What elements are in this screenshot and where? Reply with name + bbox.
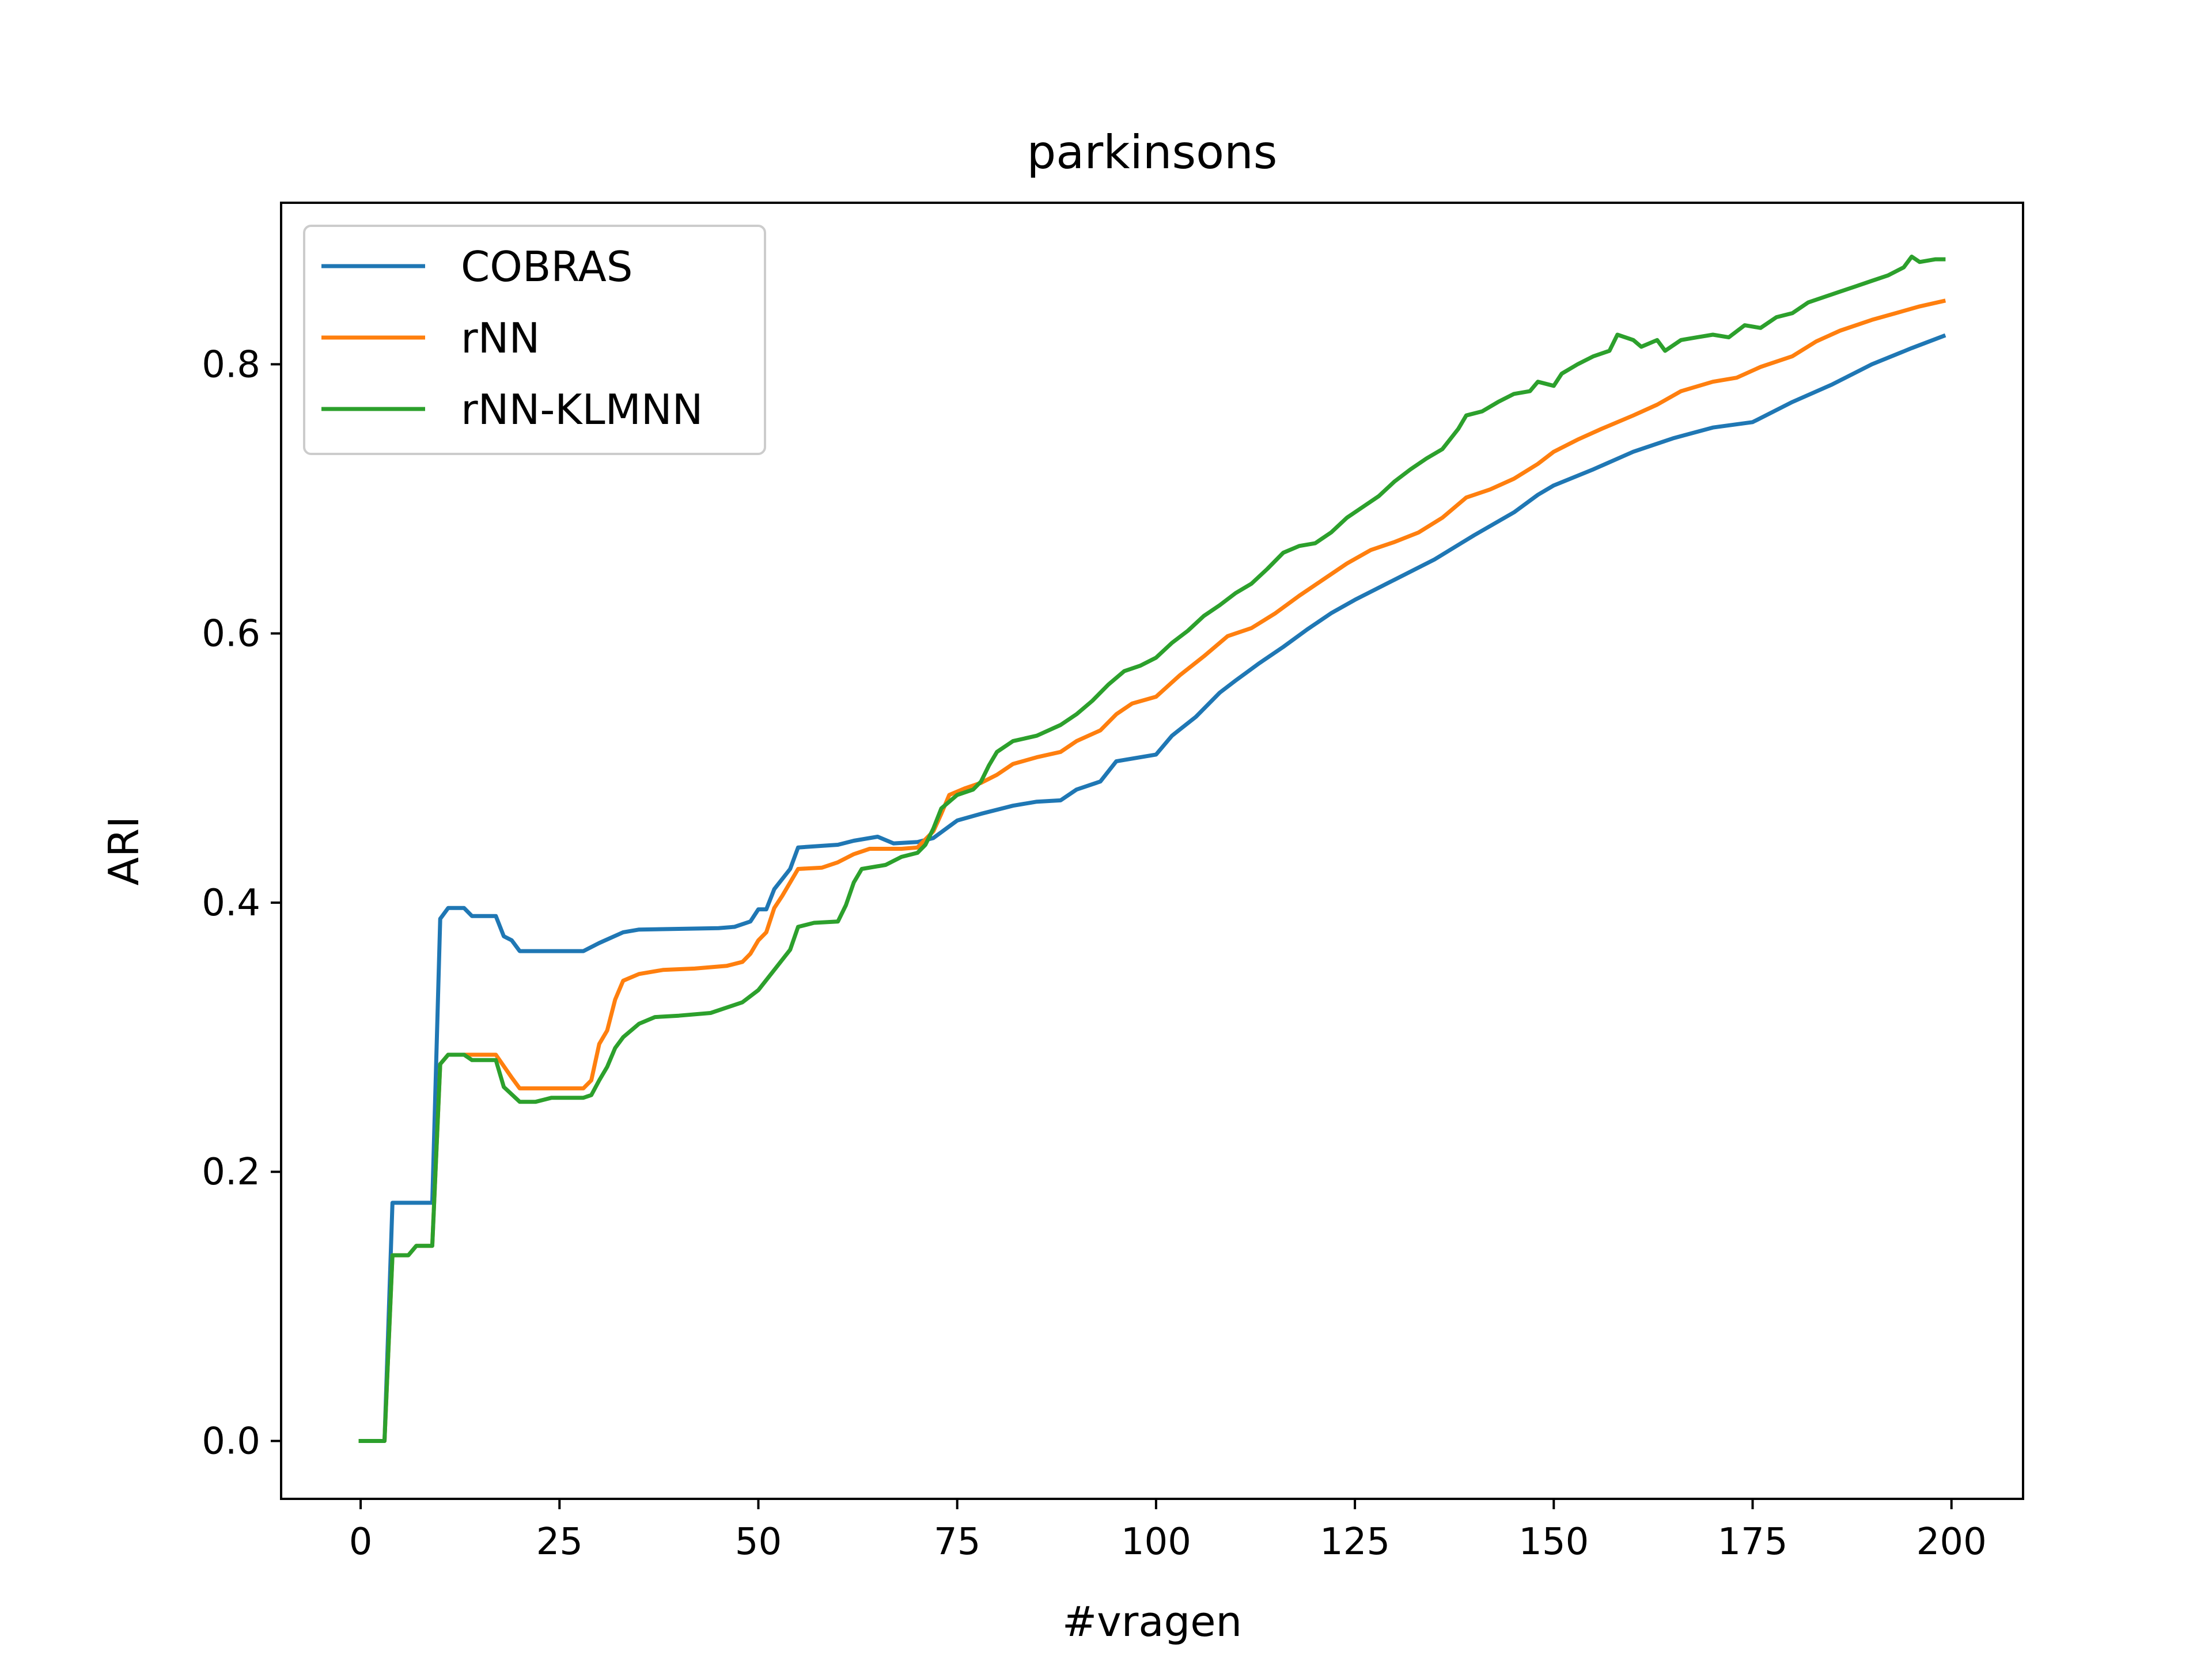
x-tick-label: 25 [536, 1521, 583, 1563]
series-layer [358, 255, 1946, 1443]
x-tick-label: 175 [1717, 1521, 1787, 1563]
series-line-rnn-klmnn [358, 255, 1946, 1443]
y-tick-label: 0.8 [202, 343, 260, 386]
legend-label: COBRAS [461, 243, 632, 291]
y-axis: 0.0 0.2 0.4 0.6 0.8 [202, 343, 281, 1463]
x-tick-label: 50 [735, 1521, 782, 1563]
x-axis: 0 25 50 75 100 125 150 175 200 [349, 1499, 1987, 1563]
y-tick-label: 0.6 [202, 613, 260, 656]
x-tick-label: 200 [1916, 1521, 1987, 1563]
x-tick-label: 75 [934, 1521, 980, 1563]
legend: COBRAS rNN rNN-KLMNN [303, 225, 766, 455]
y-axis-label: ARI [100, 816, 148, 886]
x-tick-label: 0 [349, 1521, 373, 1563]
legend-label: rNN [461, 314, 540, 362]
chart-title: parkinsons [1027, 126, 1278, 179]
plot-frame [280, 202, 2024, 1500]
y-tick-label: 0.2 [202, 1151, 260, 1194]
x-tick-label: 100 [1121, 1521, 1191, 1563]
x-axis-label: #vragen [1062, 1597, 1242, 1646]
y-tick-label: 0.0 [202, 1421, 260, 1463]
legend-label: rNN-KLMNN [461, 385, 703, 434]
x-tick-label: 125 [1320, 1521, 1390, 1563]
series-line-cobras [358, 333, 1946, 1443]
legend-box [303, 225, 766, 455]
x-tick-label: 150 [1518, 1521, 1589, 1563]
y-tick-label: 0.4 [202, 882, 260, 925]
plot-area [358, 255, 1946, 1443]
series-line-rnn [358, 298, 1946, 1443]
